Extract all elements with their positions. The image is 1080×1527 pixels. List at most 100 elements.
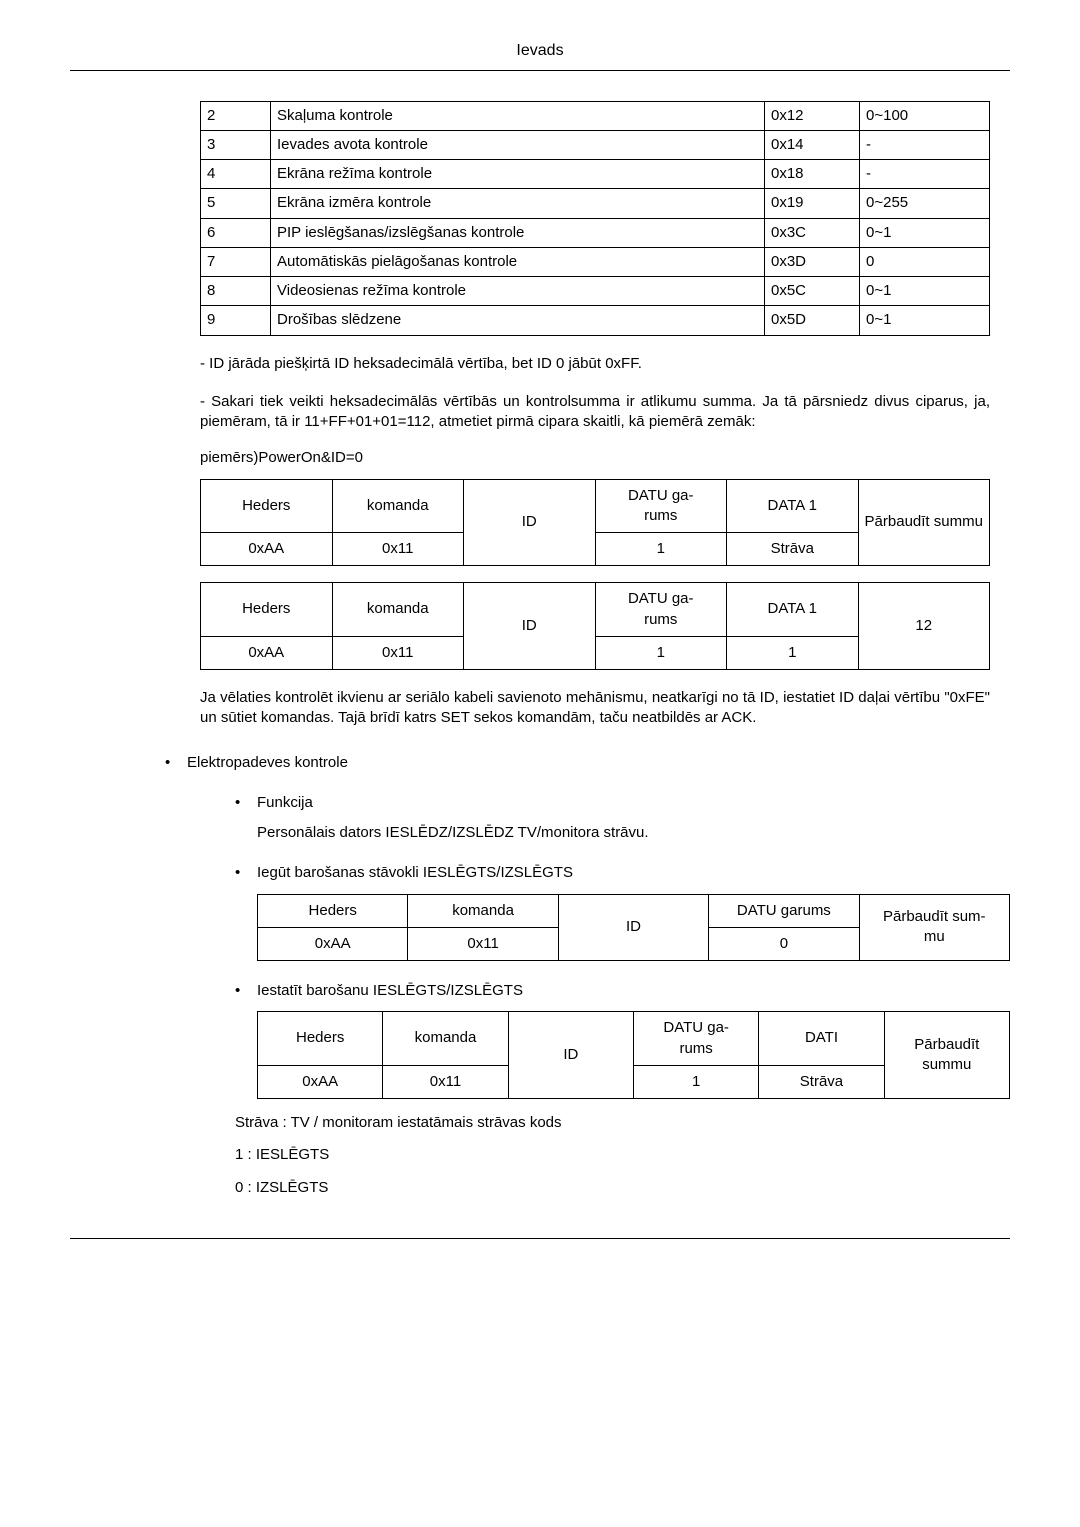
- table-cell: 4: [201, 160, 271, 189]
- bullet-icon: [235, 793, 257, 813]
- func-label: Funkcija: [257, 793, 1010, 813]
- g-chk: Pārbaudīt sum- mu: [859, 894, 1009, 961]
- hdr-data1: DATA 1: [727, 479, 859, 533]
- table-row: 9Drošības slēdzene0x5D0~1: [201, 306, 990, 335]
- table-cell: 5: [201, 189, 271, 218]
- table-cell: 0~100: [860, 101, 990, 130]
- page-header: Ievads: [70, 40, 1010, 71]
- table-cell: Ekrāna izmēra kontrole: [271, 189, 765, 218]
- table-row: 5Ekrāna izmēra kontrole0x190~255: [201, 189, 990, 218]
- bullet-icon: [235, 863, 257, 883]
- table-cell: 0x3D: [765, 247, 860, 276]
- table-row: 7Automātiskās pielāgošanas kontrole0x3D0: [201, 247, 990, 276]
- set-label: Iestatīt barošanu IESLĒGTS/IZSLĒGTS: [257, 981, 1010, 1001]
- p2-d1: 1: [727, 636, 859, 669]
- hdr-heders: Heders: [201, 479, 333, 533]
- hdr-id: ID: [464, 479, 596, 566]
- packet-table-1: Heders komanda ID DATU ga- rums DATA 1 P…: [200, 479, 990, 567]
- table-cell: 0: [860, 247, 990, 276]
- p1-len: 1: [595, 533, 727, 566]
- g-id: ID: [558, 894, 708, 961]
- table-cell: 7: [201, 247, 271, 276]
- g-h: 0xAA: [258, 927, 408, 960]
- table-cell: 9: [201, 306, 271, 335]
- g-c: 0x11: [408, 927, 558, 960]
- table-cell: 0~1: [860, 306, 990, 335]
- power-off: 0 : IZSLĒGTS: [235, 1178, 1010, 1198]
- bullet-power-control: Elektropadeves kontrole: [165, 753, 1010, 773]
- s-d1: Strāva: [759, 1065, 884, 1098]
- table-cell: 2: [201, 101, 271, 130]
- g-komanda: komanda: [408, 894, 558, 927]
- table-cell: Skaļuma kontrole: [271, 101, 765, 130]
- p1-h: 0xAA: [201, 533, 333, 566]
- bullet-set: Iestatīt barošanu IESLĒGTS/IZSLĒGTS: [235, 981, 1010, 1001]
- table-cell: 0x3C: [765, 218, 860, 247]
- func-text: Personālais dators IESLĒDZ/IZSLĒDZ TV/mo…: [257, 823, 1010, 843]
- table-row: 6PIP ieslēgšanas/izslēgšanas kontrole0x3…: [201, 218, 990, 247]
- table-cell: 0x12: [765, 101, 860, 130]
- hdr-data1b: DATA 1: [727, 583, 859, 637]
- set-power-table: Heders komanda ID DATU ga- rums DATI Pār…: [257, 1011, 1010, 1099]
- table-cell: 0x14: [765, 130, 860, 159]
- p1-c: 0x11: [332, 533, 464, 566]
- s-komanda: komanda: [383, 1012, 508, 1066]
- g-heders: Heders: [258, 894, 408, 927]
- s-heders: Heders: [258, 1012, 383, 1066]
- p2-h: 0xAA: [201, 636, 333, 669]
- power-control-title: Elektropadeves kontrole: [187, 753, 1010, 773]
- strava-desc: Strāva : TV / monitoram iestatāmais strā…: [235, 1113, 1010, 1133]
- packet-table-2: Heders komanda ID DATU ga- rums DATA 1 1…: [200, 582, 990, 670]
- hdr-datugarums: DATU ga- rums: [595, 479, 727, 533]
- s-c: 0x11: [383, 1065, 508, 1098]
- bullet-get: Iegūt barošanas stāvokli IESLĒGTS/IZSLĒG…: [235, 863, 1010, 883]
- footer-divider: [70, 1238, 1010, 1239]
- table-cell: 0x18: [765, 160, 860, 189]
- commands-section: 2Skaļuma kontrole0x120~1003Ievades avota…: [200, 101, 990, 729]
- hdr-komanda: komanda: [332, 479, 464, 533]
- table-cell: Automātiskās pielāgošanas kontrole: [271, 247, 765, 276]
- p2-chk: 12: [858, 583, 990, 670]
- note-fe: Ja vēlaties kontrolēt ikvienu ar seriālo…: [200, 688, 990, 729]
- s-len-hdr: DATU ga- rums: [633, 1012, 758, 1066]
- table-row: 3Ievades avota kontrole0x14-: [201, 130, 990, 159]
- table-cell: Ekrāna režīma kontrole: [271, 160, 765, 189]
- note-comm: - Sakari tiek veikti heksadecimālās vērt…: [200, 392, 990, 433]
- g-len: 0: [709, 927, 859, 960]
- table-row: 4Ekrāna režīma kontrole0x18-: [201, 160, 990, 189]
- hdr-heders2: Heders: [201, 583, 333, 637]
- p1-d1: Strāva: [727, 533, 859, 566]
- bullet-icon: [235, 981, 257, 1001]
- table-cell: 0~1: [860, 277, 990, 306]
- table-row: 8Videosienas režīma kontrole0x5C0~1: [201, 277, 990, 306]
- table-cell: 0x19: [765, 189, 860, 218]
- table-cell: -: [860, 160, 990, 189]
- power-on: 1 : IESLĒGTS: [235, 1145, 1010, 1165]
- commands-table: 2Skaļuma kontrole0x120~1003Ievades avota…: [200, 101, 990, 336]
- table-cell: -: [860, 130, 990, 159]
- g-len-hdr: DATU garums: [709, 894, 859, 927]
- table-cell: Drošības slēdzene: [271, 306, 765, 335]
- example-label: piemērs)PowerOn&ID=0: [200, 448, 990, 468]
- table-cell: Ievades avota kontrole: [271, 130, 765, 159]
- get-power-table: Heders komanda ID DATU garums Pārbaudīt …: [257, 894, 1010, 962]
- table-cell: 0x5D: [765, 306, 860, 335]
- table-cell: PIP ieslēgšanas/izslēgšanas kontrole: [271, 218, 765, 247]
- hdr-id2: ID: [464, 583, 596, 670]
- hdr-komanda2: komanda: [332, 583, 464, 637]
- table-cell: 0x5C: [765, 277, 860, 306]
- table-cell: 0~1: [860, 218, 990, 247]
- table-cell: 3: [201, 130, 271, 159]
- table-cell: 0~255: [860, 189, 990, 218]
- s-dati: DATI: [759, 1012, 884, 1066]
- table-cell: Videosienas režīma kontrole: [271, 277, 765, 306]
- s-h: 0xAA: [258, 1065, 383, 1098]
- hdr-checksum: Pārbaudīt summu: [858, 479, 990, 566]
- p2-len: 1: [595, 636, 727, 669]
- table-cell: 8: [201, 277, 271, 306]
- note-id: - ID jārāda piešķirtā ID heksadecimālā v…: [200, 354, 990, 374]
- hdr-datugarums2: DATU ga- rums: [595, 583, 727, 637]
- s-len: 1: [633, 1065, 758, 1098]
- s-id: ID: [508, 1012, 633, 1099]
- p2-c: 0x11: [332, 636, 464, 669]
